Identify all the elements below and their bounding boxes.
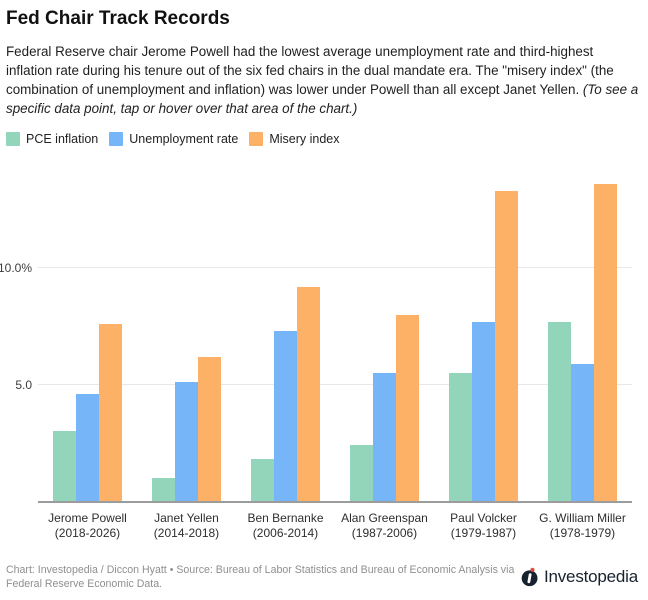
x-axis-category-label: Alan Greenspan (1987-2006) <box>335 511 434 542</box>
investopedia-wordmark: Investopedia <box>543 567 638 587</box>
bar[interactable] <box>396 314 420 502</box>
bar[interactable] <box>372 372 397 502</box>
footer: Chart: Investopedia / Diccon Hyatt • Sou… <box>6 563 638 592</box>
legend-label: Misery index <box>269 132 340 147</box>
bar[interactable] <box>471 321 496 502</box>
bar[interactable] <box>52 431 76 502</box>
category-name: Ben Bernanke <box>247 511 324 526</box>
y-axis-tick-label: 10.0% <box>0 261 32 276</box>
investopedia-logo[interactable]: Investopedia <box>520 567 638 587</box>
legend-item: PCE inflation <box>6 132 99 147</box>
category-name: G. William Miller <box>539 511 626 526</box>
legend-item: Unemployment rate <box>109 132 239 147</box>
bar-group <box>137 158 236 502</box>
legend-swatch <box>109 132 124 147</box>
bar[interactable] <box>547 321 571 502</box>
page-title: Fed Chair Track Records <box>6 8 230 29</box>
investopedia-swirl-icon <box>521 568 538 587</box>
y-axis-tick-label: 5.0 <box>15 377 32 392</box>
bar[interactable] <box>495 191 519 502</box>
category-name: Paul Volcker <box>450 511 517 526</box>
bar[interactable] <box>151 477 175 502</box>
category-years: (1987-2006) <box>351 526 418 541</box>
category-years: (2014-2018) <box>153 526 220 541</box>
legend-item: Misery index <box>249 132 340 147</box>
bar[interactable] <box>198 356 222 502</box>
legend-label: PCE inflation <box>26 132 99 147</box>
category-name: Jerome Powell <box>48 511 127 526</box>
chart-description: Federal Reserve chair Jerome Powell had … <box>6 42 640 118</box>
category-name: Alan Greenspan <box>341 511 428 526</box>
credit-text: Chart: Investopedia / Diccon Hyatt • Sou… <box>6 563 515 591</box>
bar-group <box>236 158 335 502</box>
bar[interactable] <box>250 459 274 502</box>
x-axis-category-label: Ben Bernanke (2006-2014) <box>236 511 335 542</box>
category-years: (2006-2014) <box>252 526 319 541</box>
bar[interactable] <box>349 445 373 502</box>
category-years: (1978-1979) <box>549 526 616 541</box>
category-name: Janet Yellen <box>154 511 219 526</box>
bar[interactable] <box>594 184 618 502</box>
bar-group <box>335 158 434 502</box>
x-axis-category-label: G. William Miller (1978-1979) <box>533 511 632 542</box>
bar-group <box>38 158 137 502</box>
category-years: (2018-2026) <box>54 526 121 541</box>
description-normal-text: Federal Reserve chair Jerome Powell had … <box>6 44 614 98</box>
bar-groups <box>38 158 632 502</box>
bar[interactable] <box>75 393 100 502</box>
gridline <box>38 383 632 385</box>
legend-swatch <box>249 132 264 147</box>
x-axis-category-label: Janet Yellen (2014-2018) <box>137 511 236 542</box>
gridline <box>38 267 632 269</box>
bar[interactable] <box>448 372 472 502</box>
x-axis-category-label: Jerome Powell (2018-2026) <box>38 511 137 542</box>
legend-label: Unemployment rate <box>129 132 239 147</box>
category-years: (1979-1987) <box>450 526 517 541</box>
bar-group <box>533 158 632 502</box>
bar[interactable] <box>99 323 123 502</box>
description-italic-text: (To see a specific data point, tap or ho… <box>6 82 639 117</box>
bar[interactable] <box>570 363 595 502</box>
bar-chart: 5.0 10.0% Jerome Powell (2018-2026) Janet Y… <box>0 158 640 542</box>
plot-area: 5.0 10.0% <box>0 158 632 504</box>
legend-swatch <box>6 132 20 147</box>
chart-legend: PCE inflation Unemployment rate Misery ind… <box>6 132 640 147</box>
bar[interactable] <box>273 330 298 502</box>
x-axis-labels: Jerome Powell (2018-2026) Janet Yellen (201… <box>38 511 632 542</box>
x-axis-category-label: Paul Volcker (1979-1987) <box>434 511 533 542</box>
bar[interactable] <box>174 382 199 502</box>
bar[interactable] <box>297 286 321 502</box>
bar-group <box>434 158 533 502</box>
